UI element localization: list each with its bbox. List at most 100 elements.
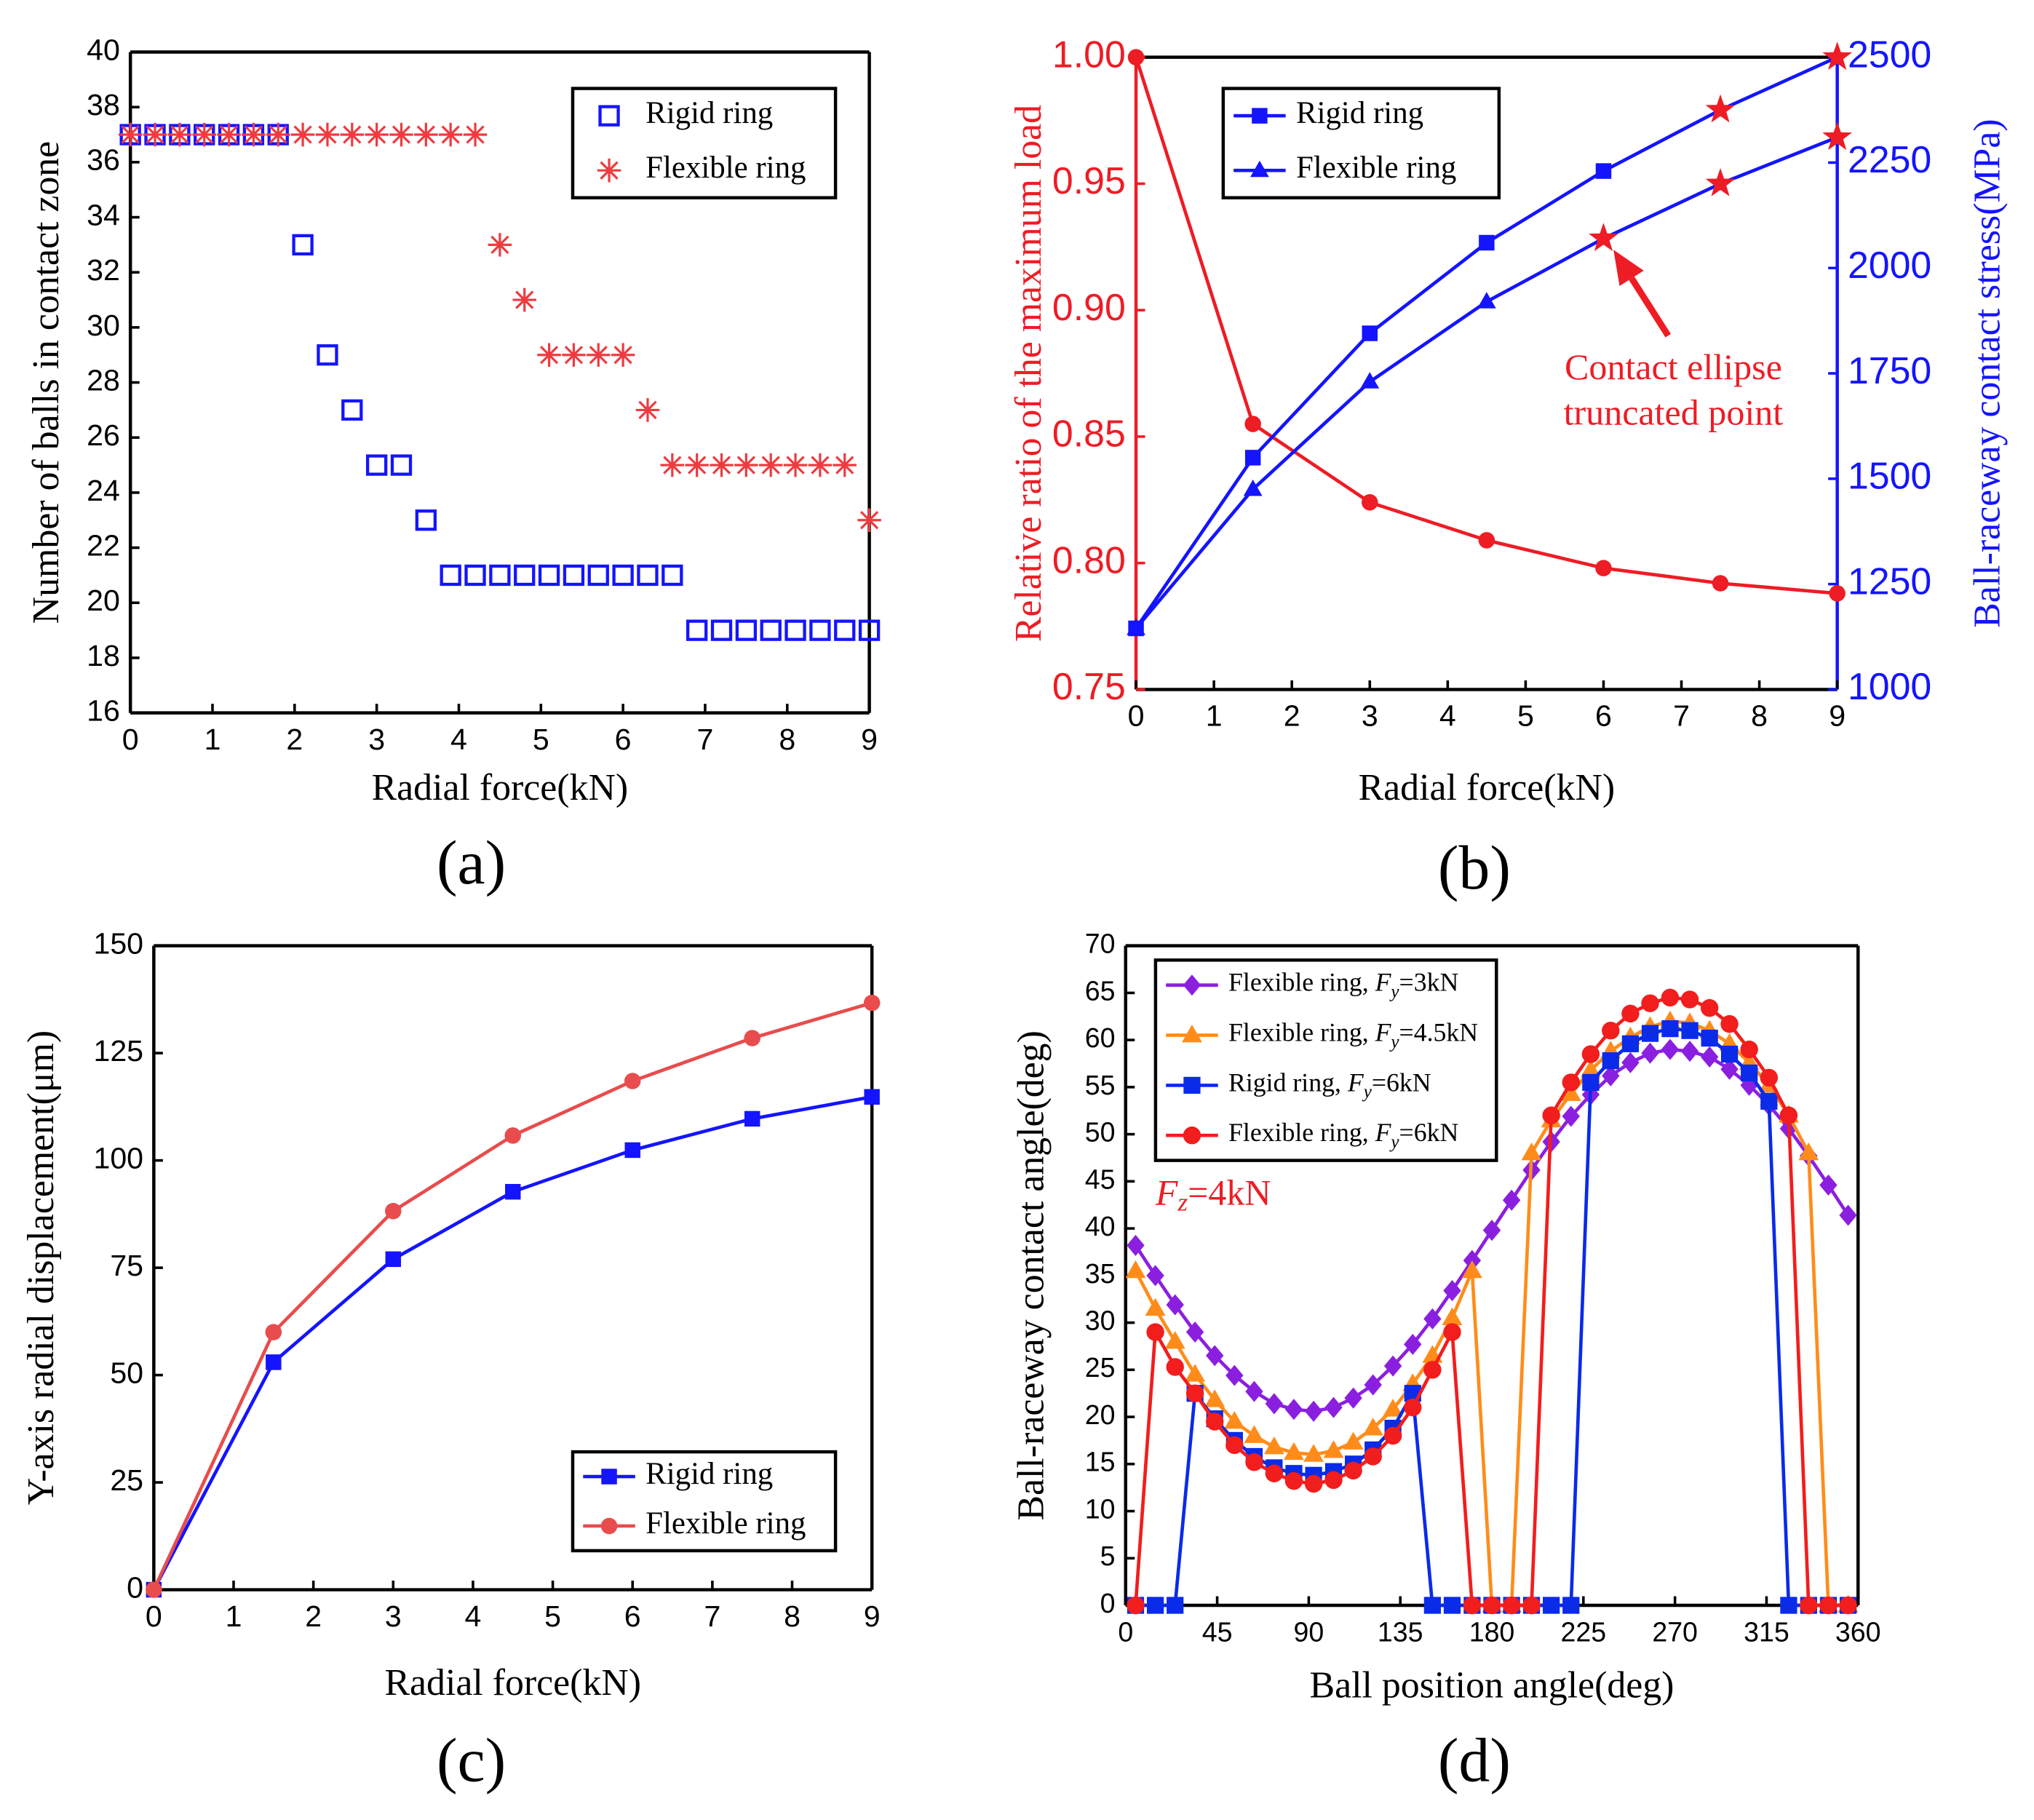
y-tick-label: 5 (1100, 1541, 1116, 1571)
data-point (1680, 990, 1699, 1009)
data-point (290, 122, 315, 147)
x-tick-label: 1 (1206, 699, 1223, 733)
x-tick-label: 3 (1362, 699, 1378, 733)
annotation-arrowhead (1613, 250, 1644, 287)
y-tick-label: 150 (93, 927, 143, 961)
y-tick-label: 50 (110, 1356, 143, 1389)
y-tick-label: 0.80 (1052, 539, 1126, 581)
data-point (1127, 1234, 1145, 1256)
x-tick-label: 8 (1751, 699, 1768, 733)
x-axis-title: Radial force(kN) (372, 767, 629, 808)
data-point (635, 398, 660, 422)
data-point (1304, 1474, 1323, 1493)
legend-marker (1183, 974, 1201, 996)
data-point (1343, 1431, 1364, 1450)
data-point (660, 453, 685, 477)
legend-label: Rigid ring (645, 96, 773, 130)
legend-marker (598, 105, 620, 127)
x-tick-label: 2 (286, 723, 303, 756)
data-point (143, 122, 167, 147)
data-point (808, 453, 833, 477)
data-point (1822, 41, 1853, 71)
y-tick-label: 60 (1085, 1022, 1116, 1053)
legend-label: Flexible ring (645, 151, 806, 185)
y-tick-label: 35 (1085, 1258, 1116, 1289)
data-point (1839, 1596, 1857, 1615)
data-point (1127, 49, 1145, 65)
data-point (1701, 1029, 1718, 1047)
data-point (1185, 1384, 1204, 1402)
y-tick-label: 0 (1100, 1588, 1116, 1618)
data-point (685, 453, 709, 477)
data-point (1779, 1106, 1798, 1124)
legend-label: Flexible ring (645, 1506, 806, 1541)
panel-label: (d) (1438, 1725, 1511, 1795)
panel-label: (c) (437, 1725, 506, 1795)
data-point (1681, 1022, 1699, 1039)
data-point (1164, 1330, 1185, 1349)
data-point (1244, 1425, 1265, 1443)
legend-label: Rigid ring (1296, 96, 1423, 130)
data-point (1705, 94, 1736, 123)
legend-box (1153, 958, 1498, 1162)
y-axis-title: Relative ratio of the maximum load (1008, 105, 1049, 642)
data-point (1705, 167, 1736, 196)
data-point (735, 619, 758, 641)
y-tick-label: 25 (110, 1463, 143, 1497)
x-tick-label: 6 (624, 1600, 641, 1633)
x-tick-label: 0 (1128, 699, 1145, 733)
legend-marker (1182, 1025, 1202, 1043)
y-tick-label: 18 (87, 639, 120, 672)
legend-marker (1183, 1076, 1201, 1094)
data-point (512, 287, 537, 312)
data-point (1641, 1042, 1659, 1064)
y-tick-label: 20 (87, 584, 120, 617)
data-point (265, 1324, 282, 1340)
x-tick-label: 9 (864, 1600, 881, 1633)
data-point (1383, 1355, 1402, 1377)
data-point (1741, 1064, 1758, 1082)
data-point (1383, 1426, 1402, 1445)
data-point (1580, 1060, 1601, 1078)
y2-tick-label: 2000 (1848, 244, 1931, 286)
data-point (1265, 1393, 1284, 1415)
y-tick-label: 45 (1085, 1164, 1116, 1194)
data-point (1582, 1073, 1600, 1092)
y-tick-label: 36 (87, 143, 120, 177)
legend-label: Flexible ring, Fy=6kN (1228, 1118, 1458, 1151)
y-tick-label: 20 (1085, 1399, 1116, 1430)
data-point (1303, 1444, 1324, 1462)
data-point (1244, 450, 1261, 466)
data-point (340, 122, 365, 147)
data-point (118, 122, 143, 147)
x-tick-label: 1 (204, 723, 221, 756)
data-point (1720, 1045, 1739, 1063)
data-point (587, 343, 611, 367)
data-point (1443, 1280, 1461, 1302)
legend-box (571, 1450, 838, 1553)
y-axis-title: Y-axis radial displacement(μm) (20, 1030, 62, 1505)
data-point (1562, 1105, 1580, 1127)
data-point (710, 619, 733, 641)
x-tick-label: 2 (1284, 699, 1300, 733)
x-tick-label: 8 (779, 723, 795, 756)
y-tick-label: 30 (87, 309, 120, 342)
legend-label: Rigid ring (645, 1457, 773, 1491)
data-point (440, 564, 461, 587)
annotation: truncated point (1564, 392, 1784, 433)
data-point (809, 619, 831, 641)
y-tick-label: 0.75 (1052, 665, 1126, 707)
data-point (863, 994, 881, 1012)
data-point (734, 453, 758, 477)
data-point (1362, 1418, 1383, 1436)
data-point (1819, 1175, 1838, 1196)
data-point (624, 1073, 641, 1089)
legend-label: Rigid ring, Fy=6kN (1228, 1068, 1431, 1102)
data-point (1661, 1038, 1680, 1060)
x-axis-title: Radial force(kN) (384, 1662, 641, 1704)
data-point (1127, 1596, 1145, 1615)
y2-tick-label: 1500 (1848, 455, 1931, 497)
data-point (514, 564, 536, 587)
y2-tick-label: 1000 (1848, 665, 1931, 707)
